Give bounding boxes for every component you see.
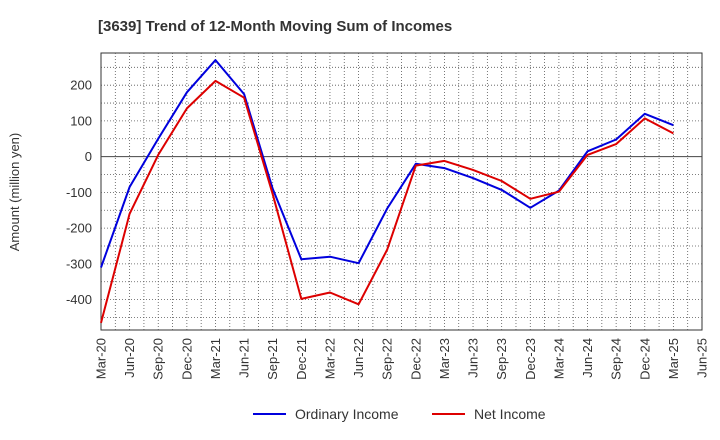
x-tick-label: Mar-24 [551, 338, 566, 379]
x-tick-label: Mar-23 [437, 338, 452, 379]
series-line-net-income [100, 79, 674, 324]
y-tick-label: -300 [66, 256, 92, 271]
y-tick-label: -200 [66, 221, 92, 236]
x-tick-label: Jun-24 [580, 338, 595, 378]
y-tick-label: 100 [70, 113, 92, 128]
x-tick-label: Dec-24 [637, 338, 652, 380]
x-tick-label: Dec-23 [523, 338, 538, 380]
y-tick-label: 200 [70, 78, 92, 93]
x-tick-label: Dec-20 [179, 338, 194, 380]
x-tick-label: Jun-20 [122, 338, 137, 378]
y-tick-label: -400 [66, 292, 92, 307]
x-tick-label: Sep-23 [494, 338, 509, 380]
y-tick-label: 0 [85, 149, 92, 164]
grid [101, 53, 702, 330]
x-tick-label: Jun-25 [695, 338, 710, 378]
series-group [100, 59, 674, 324]
x-ticks: Mar-20 Jun-20 Sep-20 Dec-20 Mar-21 Jun-21 Sep-… [94, 338, 710, 380]
legend-label-ordinary-income: Ordinary Income [295, 406, 399, 422]
x-tick-label: Sep-22 [380, 338, 395, 380]
x-tick-label: Dec-22 [408, 338, 423, 380]
chart-title: [3639] Trend of 12-Month Moving Sum of I… [98, 18, 452, 35]
x-tick-label: Sep-20 [151, 338, 166, 380]
x-tick-label: Jun-22 [351, 338, 366, 378]
x-tick-label: Mar-21 [208, 338, 223, 379]
x-tick-label: Sep-24 [609, 338, 624, 380]
legend: Ordinary Income Net Income [253, 406, 546, 422]
x-tick-label: Mar-20 [94, 338, 109, 379]
y-ticks: -400 -300 -200 -100 0 100 200 [66, 78, 92, 307]
x-tick-label: Jun-21 [237, 338, 252, 378]
x-tick-label: Mar-22 [322, 338, 337, 379]
y-axis-label: Amount (million yen) [7, 133, 22, 252]
x-tick-label: Sep-21 [265, 338, 280, 380]
x-tick-label: Mar-25 [666, 338, 681, 379]
x-tick-label: Dec-21 [294, 338, 309, 380]
y-tick-label: -100 [66, 185, 92, 200]
legend-label-net-income: Net Income [474, 406, 546, 422]
series-line-ordinary-income [100, 59, 674, 268]
x-tick-label: Jun-23 [466, 338, 481, 378]
